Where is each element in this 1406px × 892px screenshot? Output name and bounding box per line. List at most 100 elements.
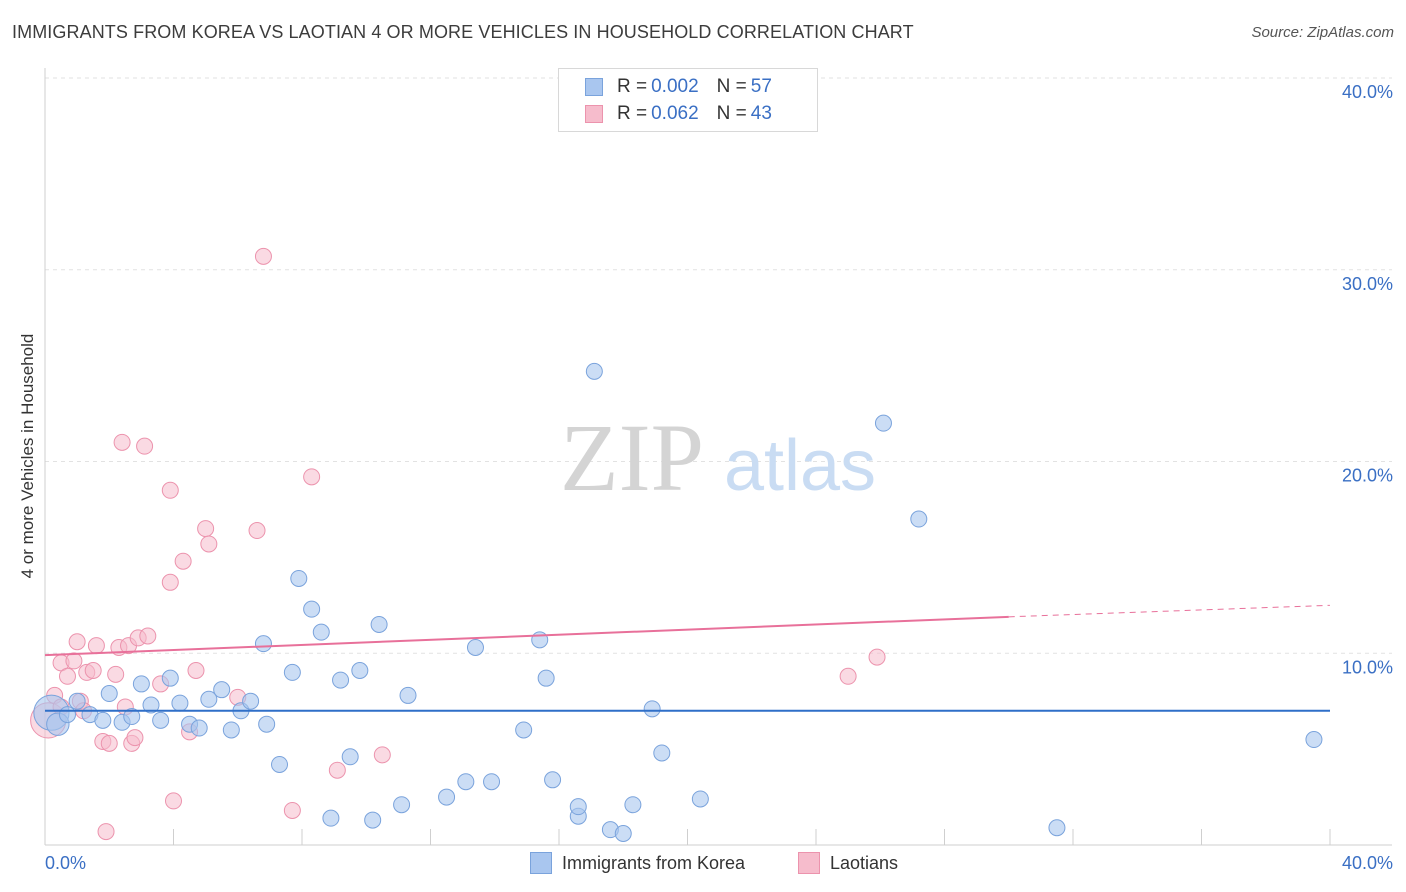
korea-point [68, 692, 86, 710]
korea-point [691, 790, 709, 808]
korea-legend-label: Immigrants from Korea [562, 852, 746, 873]
laotian-point [373, 746, 391, 764]
laotian-trend-extension [1008, 604, 1331, 618]
korea-point [58, 706, 76, 724]
korea-point [364, 811, 382, 829]
laotian-point [161, 573, 179, 591]
korea-point [438, 788, 456, 806]
korea-point [290, 569, 308, 587]
laotian-point [839, 667, 857, 685]
laotian-point [248, 522, 266, 540]
laotian-point [868, 648, 886, 666]
laotian-point [165, 792, 182, 810]
korea-point [271, 755, 289, 773]
trend-lines [44, 604, 1331, 712]
korea-point [283, 663, 301, 681]
korea-point [100, 685, 118, 703]
korea-point [213, 681, 231, 699]
korea-point [643, 700, 661, 718]
laotian-point [107, 665, 125, 683]
laotian-trend-line [44, 615, 1009, 657]
korea-points [33, 362, 1323, 842]
korea-point [466, 638, 484, 656]
korea-point [200, 690, 218, 708]
legend-r-value: 0.002 [651, 76, 699, 97]
laotian-legend-label: Laotians [830, 852, 899, 873]
legend-n-label: N = [716, 76, 747, 97]
y-tick-label: 30.0% [1342, 274, 1393, 294]
korea-point [94, 711, 112, 729]
korea-point [585, 362, 603, 380]
korea-point [123, 708, 141, 726]
laotian-point [136, 437, 154, 455]
laotian-points [30, 247, 886, 841]
legend-n-value: 43 [750, 103, 772, 124]
korea-point [515, 721, 533, 739]
laotian-point [161, 481, 179, 499]
laotian-point [87, 637, 105, 655]
x-tick-label: 40.0% [1342, 853, 1393, 873]
y-axis-label: 4 or more Vehicles in Household [18, 333, 37, 579]
laotian-point [139, 627, 157, 645]
laotian-point [254, 247, 272, 265]
korea-point [312, 623, 330, 641]
korea-point [614, 824, 632, 842]
korea-point [152, 711, 170, 729]
tick-labels: 10.0% 20.0% 30.0% 40.0% 0.0% 40.0% [45, 82, 1393, 873]
legend-row-korea: R = 0.002 N = 57 [585, 75, 772, 99]
laotian-point [68, 633, 86, 651]
legend-r-label: R = [617, 103, 648, 124]
korea-point [653, 744, 671, 762]
watermark-atlas: atlas [724, 426, 876, 506]
korea-point [457, 773, 475, 791]
korea-point [569, 798, 587, 816]
legend-n-label: N = [716, 103, 747, 124]
y-tick-label: 10.0% [1342, 657, 1393, 677]
x-tick-label: 0.0% [45, 853, 86, 873]
legend-row-laotian: R = 0.062 N = 43 [585, 102, 772, 126]
korea-point [171, 694, 189, 712]
korea-point [910, 510, 928, 528]
korea-point [483, 773, 501, 791]
korea-point [1048, 819, 1066, 837]
laotian-point [174, 552, 192, 570]
laotian-point [200, 535, 218, 553]
legend-r-label: R = [617, 76, 648, 97]
bottom-legend-korea: Immigrants from Korea [530, 852, 745, 874]
korea-point [1305, 731, 1323, 749]
laotian-point [97, 823, 115, 841]
laotian-point [58, 667, 76, 685]
laotian-swatch [585, 105, 603, 123]
laotian-point [197, 520, 215, 538]
korea-point [142, 696, 160, 714]
korea-point [242, 692, 260, 710]
korea-point [544, 771, 562, 789]
y-tick-label: 20.0% [1342, 466, 1393, 486]
legend-r-value: 0.062 [651, 103, 699, 124]
korea-point [161, 669, 179, 687]
source-credit: Source: ZipAtlas.com [1251, 24, 1394, 41]
axes [44, 68, 1392, 846]
korea-legend-swatch [530, 852, 552, 874]
laotian-point [283, 801, 301, 819]
korea-point [341, 748, 359, 766]
korea-point [370, 615, 388, 633]
laotian-point [187, 662, 205, 680]
korea-point [254, 635, 272, 653]
chart-title: IMMIGRANTS FROM KOREA VS LAOTIAN 4 OR MO… [12, 22, 914, 42]
legend-box: R = 0.002 N = 57 R = 0.062 N = 43 [558, 68, 818, 132]
legend-n-value: 57 [750, 76, 772, 97]
laotian-legend-swatch [798, 852, 820, 874]
korea-point [132, 675, 150, 693]
laotian-point [126, 729, 144, 747]
laotian-point [328, 761, 346, 779]
korea-point [322, 809, 340, 827]
korea-point [874, 414, 892, 432]
grid-lines [45, 77, 1392, 654]
y-tick-label: 40.0% [1342, 82, 1393, 102]
korea-point [624, 796, 642, 814]
laotian-point [113, 433, 131, 451]
korea-point [537, 669, 555, 687]
korea-point [393, 796, 411, 814]
